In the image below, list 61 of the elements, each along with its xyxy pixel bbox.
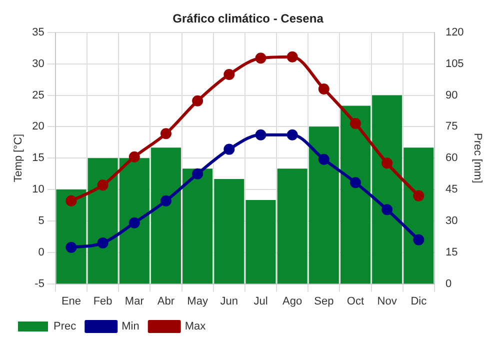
y2-tick-label: 120 [445,26,464,38]
y-tick-label: -5 [34,278,44,290]
y2-tick-label: 75 [445,120,458,133]
point [160,128,172,140]
point [192,95,204,106]
point [318,83,330,94]
y2-tick-label: 45 [445,184,458,196]
x-tick-label: Abr [157,295,175,308]
y-tick-label: 5 [38,214,44,227]
x-tick-label: Oct [346,295,364,308]
y-tick-label: 20 [32,120,44,133]
y-tick-label: 30 [32,58,44,70]
point [286,129,298,140]
point [350,177,361,188]
point [66,195,77,206]
legend-label: Max [184,320,206,333]
x-tick-label: Feb [93,295,112,308]
y2-tick-label: 90 [445,89,458,102]
point [66,242,77,253]
x-tick-label: Jun [220,295,238,308]
y-axis-title: Temp [°C] [12,134,25,182]
y-tick-label: 35 [32,26,44,38]
legend-label: Min [122,320,140,333]
y2-tick-label: 105 [445,58,464,70]
point [286,51,298,62]
chart-title: Gráfico climático - Cesena [172,12,324,26]
point [97,180,108,191]
point [318,154,330,165]
y2-tick-label: 60 [445,152,458,164]
point [128,217,140,228]
point [382,158,393,169]
x-tick-label: Ago [282,295,302,308]
x-tick-label: Jul [254,295,268,308]
y-tick-label: 0 [38,246,44,258]
point [255,129,266,140]
x-tick-label: Mar [124,295,144,308]
legend-label: Prec [54,320,77,333]
point [413,190,424,202]
y-tick-label: 15 [32,152,44,164]
y2-tick-label: 0 [445,278,452,290]
bar [56,190,86,284]
y2-axis-title: Prec [mm] [471,133,484,184]
point [224,69,235,80]
y2-tick-label: 15 [445,246,458,258]
point [382,204,393,216]
point [192,168,204,180]
point [350,118,361,130]
y2-tick-label: 30 [445,214,458,227]
point [97,237,108,248]
x-tick-label: Nov [377,295,398,308]
point [224,144,235,155]
x-tick-label: Sep [314,295,334,308]
x-tick-label: Dic [410,295,428,308]
y-tick-label: 10 [32,184,44,196]
point [255,52,266,64]
point [128,151,140,162]
y-tick-label: 25 [32,89,44,102]
x-tick-label: May [187,295,208,308]
x-tick-label: Ene [61,295,82,308]
point [160,195,172,206]
point [413,234,424,246]
